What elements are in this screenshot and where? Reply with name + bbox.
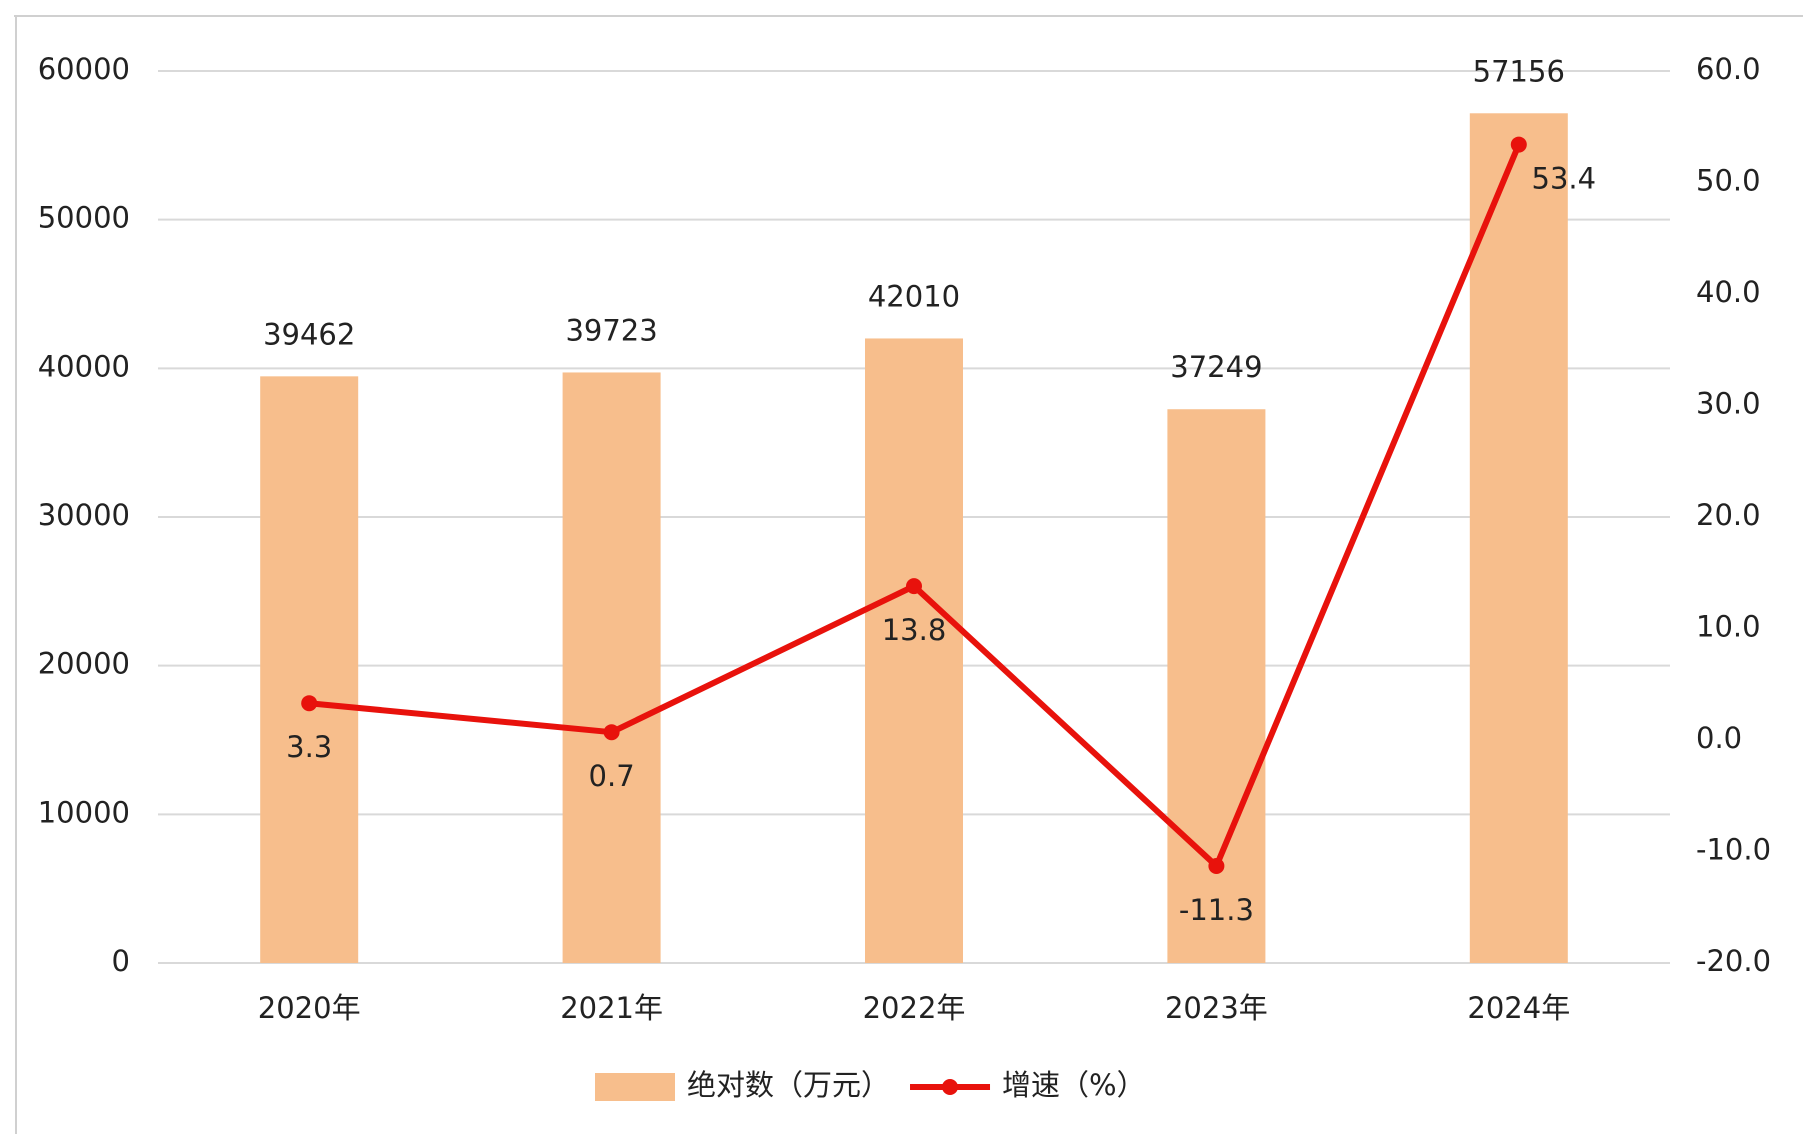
line-value-label: 13.8 (882, 613, 947, 647)
y-tick-label: 30000 (38, 498, 130, 532)
y-tick-label: 20000 (38, 647, 130, 681)
bar (562, 372, 661, 963)
line-value-label: 53.4 (1532, 162, 1597, 196)
y-tick-label: 40000 (38, 349, 130, 383)
x-tick-label: 2022年 (863, 991, 966, 1025)
y2-tick-label: 20.0 (1696, 498, 1761, 532)
y2-tick-label: -10.0 (1696, 833, 1771, 867)
bar (1167, 409, 1266, 963)
y2-tick-label: 40.0 (1696, 275, 1761, 309)
y-tick-label: 60000 (38, 52, 130, 86)
line-point (301, 695, 318, 712)
y2-tick-label: 50.0 (1696, 164, 1761, 198)
y2-tick-label: 60.0 (1696, 52, 1761, 86)
x-tick-label: 2023年 (1165, 991, 1268, 1025)
bar (1469, 113, 1568, 963)
x-tick-label: 2024年 (1467, 991, 1570, 1025)
y-tick-label: 50000 (38, 201, 130, 235)
line-point (1208, 857, 1225, 874)
legend-label: 绝对数（万元） (687, 1068, 890, 1102)
legend-swatch-point (942, 1079, 959, 1095)
bar-value-label: 39462 (263, 317, 355, 351)
x-tick-label: 2020年 (258, 991, 361, 1025)
x-tick-label: 2021年 (560, 991, 663, 1025)
bar (865, 338, 963, 964)
line-value-label: 3.3 (286, 730, 332, 764)
y2-tick-label: 0.0 (1696, 721, 1742, 755)
bar-value-label: 39723 (565, 313, 657, 347)
line-value-label: -11.3 (1179, 893, 1254, 927)
bar-value-label: 37249 (1170, 350, 1262, 384)
line-point (603, 724, 620, 741)
line-point (906, 578, 922, 595)
y-tick-label: 0 (112, 944, 130, 978)
bar-value-label: 42010 (868, 279, 960, 313)
legend-label: 增速（%） (1002, 1068, 1146, 1102)
bar (260, 376, 359, 963)
bar-value-label: 57156 (1473, 54, 1565, 88)
y-tick-label: 10000 (38, 795, 130, 829)
y2-tick-label: 10.0 (1696, 610, 1761, 644)
line-point (1510, 136, 1527, 153)
line-value-label: 0.7 (589, 759, 635, 793)
y2-tick-label: 30.0 (1696, 387, 1761, 421)
legend-swatch (595, 1073, 675, 1101)
y2-tick-label: -20.0 (1696, 944, 1771, 978)
